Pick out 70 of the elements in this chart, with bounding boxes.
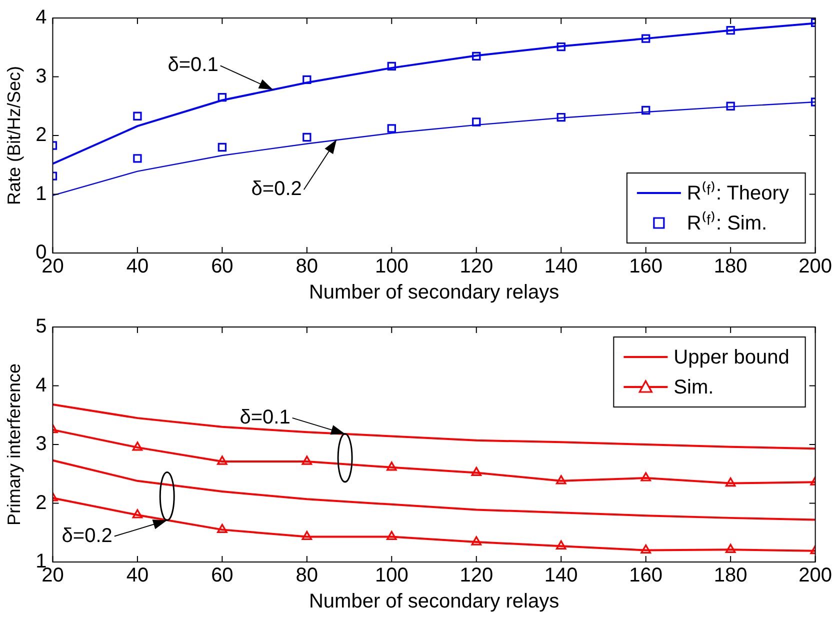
point <box>217 456 228 465</box>
x-tick-label: 40 <box>126 256 149 278</box>
y-tick-label: 4 <box>36 6 47 29</box>
annotation: δ=0.1 <box>168 54 218 76</box>
x-tick-label: 40 <box>126 564 149 587</box>
y-tick-label: 2 <box>36 492 47 514</box>
point <box>133 112 142 120</box>
y-tick-label: 2 <box>36 124 47 146</box>
annotation: δ=0.1 <box>240 406 290 428</box>
point <box>302 75 312 84</box>
point <box>302 132 312 142</box>
x-axis-title: Number of secondary relays <box>308 282 560 304</box>
point <box>472 118 481 126</box>
point <box>132 442 143 451</box>
point <box>386 462 397 471</box>
point <box>726 102 735 110</box>
x-tick-label: 100 <box>374 564 408 587</box>
point <box>642 106 650 115</box>
legend-label: Upper bound <box>674 346 790 369</box>
legend-label: R⁽ᶠ⁾: Sim. <box>686 210 768 235</box>
point <box>387 124 396 133</box>
x-tick-label: 200 <box>798 256 832 278</box>
x-tick-label: 200 <box>798 564 832 587</box>
x-tick-label: 180 <box>714 564 748 587</box>
point <box>133 154 142 163</box>
point <box>471 466 482 476</box>
x-tick-label: 120 <box>460 256 494 278</box>
point <box>642 34 650 43</box>
x-tick-label: 120 <box>460 564 494 587</box>
x-tick-label: 80 <box>296 256 318 278</box>
x-tick-label: 140 <box>544 256 578 278</box>
y-tick-label: 3 <box>36 65 47 88</box>
y-tick-label: 1 <box>36 182 47 205</box>
point <box>386 530 397 540</box>
x-tick-label: 160 <box>629 564 663 587</box>
annotation: δ=0.2 <box>251 178 302 200</box>
point <box>302 530 312 540</box>
legend-label: Sim. <box>674 376 714 399</box>
point <box>471 536 482 546</box>
x-tick-label: 60 <box>211 256 234 278</box>
y-tick-label: 4 <box>36 374 47 396</box>
y-axis-title: Primary interference <box>4 363 24 526</box>
point <box>725 477 736 487</box>
legend-label: R⁽ᶠ⁾: Theory <box>686 180 789 205</box>
point <box>556 540 566 550</box>
y-axis-title: Rate (Bit/Hz/Sec) <box>4 66 24 206</box>
y-tick-label: 5 <box>36 316 47 338</box>
x-tick-label: 100 <box>374 256 408 278</box>
point <box>726 26 735 35</box>
point <box>640 544 651 554</box>
x-axis-title: Number of secondary relays <box>308 590 560 613</box>
x-tick-label: 60 <box>211 564 234 587</box>
x-tick-label: 140 <box>544 564 578 587</box>
x-tick-label: 160 <box>629 256 663 278</box>
point <box>387 62 396 71</box>
point <box>302 456 312 465</box>
point <box>556 42 566 52</box>
y-tick-label: 3 <box>36 433 47 456</box>
point <box>132 509 143 518</box>
point <box>556 112 566 122</box>
point <box>217 524 228 533</box>
point <box>725 544 736 553</box>
x-tick-label: 80 <box>296 564 318 587</box>
point <box>472 52 481 61</box>
point <box>556 475 566 484</box>
x-tick-label: 180 <box>714 256 748 278</box>
annotation: δ=0.2 <box>62 524 112 547</box>
point <box>218 92 227 102</box>
point <box>218 142 227 152</box>
point <box>640 472 651 482</box>
